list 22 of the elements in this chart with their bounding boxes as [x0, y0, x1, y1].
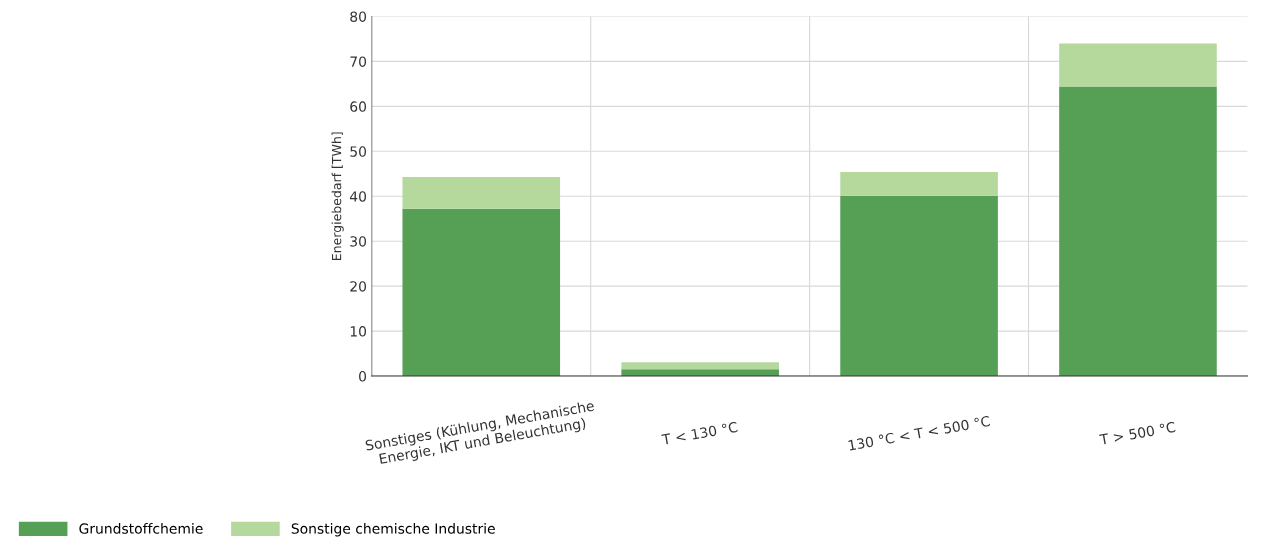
- bar: [1059, 43, 1217, 87]
- y-tick-label: 0: [359, 371, 367, 382]
- y-tick-label: 20: [350, 281, 367, 292]
- x-tick-label: T < 130 °C: [661, 421, 738, 446]
- bar: [621, 362, 779, 370]
- bar: [1059, 86, 1217, 377]
- legend-label: Grundstoffchemie: [79, 523, 203, 534]
- y-axis-title: Energiebedarf [TWh]: [331, 132, 344, 261]
- bar: [402, 208, 561, 377]
- y-tick-label: 30: [350, 236, 367, 247]
- y-tick-label: 70: [350, 56, 367, 67]
- y-tick-label: 50: [350, 146, 367, 157]
- y-tick-label: 60: [350, 101, 367, 112]
- x-tick-label: T > 500 °C: [1099, 421, 1176, 446]
- bar: [840, 171, 998, 196]
- bar: [402, 176, 561, 209]
- legend-label: Sonstige chemische Industrie: [291, 523, 495, 537]
- y-tick-label: 40: [349, 191, 367, 202]
- y-tick-label: 10: [350, 326, 367, 337]
- x-tick-label: 130 °C < T < 500 °C: [848, 415, 991, 451]
- y-tick-label: 80: [350, 11, 367, 22]
- bar: [840, 195, 998, 377]
